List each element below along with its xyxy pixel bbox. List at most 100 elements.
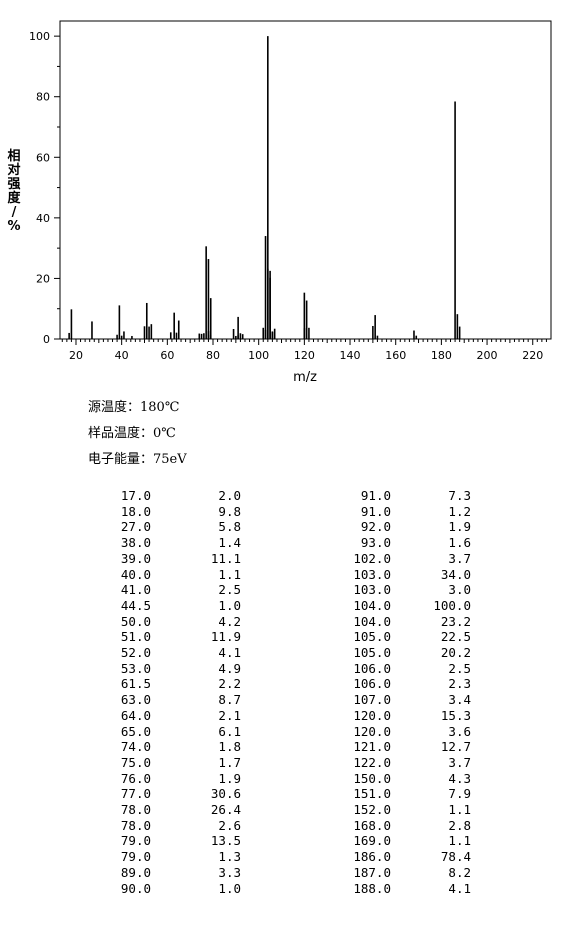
intensity-cell: 1.6: [448, 535, 471, 551]
mz-cell: 50.0: [120, 613, 151, 629]
experimental-conditions: 源温度：180℃ 样品温度：0℃ 电子能量：75eV: [88, 398, 187, 476]
table-row: 53.0 4.9 106.0 2.5: [95, 661, 471, 677]
intensity-cell: 2.1: [218, 707, 241, 723]
mz-cell: 103.0: [353, 566, 391, 582]
mz-cell: 104.0: [353, 613, 391, 629]
source-temperature: 源温度：180℃: [88, 400, 180, 415]
mz-cell: 76.0: [120, 770, 151, 786]
x-tick-label: 160: [385, 349, 406, 362]
x-tick-label: 140: [340, 349, 361, 362]
intensity-cell: 9.8: [218, 503, 241, 519]
y-axis-label-char: 相: [7, 149, 21, 164]
intensity-cell: 1.1: [218, 566, 241, 582]
mz-cell: 51.0: [120, 629, 151, 645]
mz-cell: 120.0: [353, 707, 391, 723]
x-tick-label: 40: [115, 349, 129, 362]
intensity-cell: 1.0: [218, 880, 241, 896]
x-axis-label: m/z: [293, 370, 317, 385]
intensity-cell: 3.6: [448, 723, 471, 739]
mz-cell: 104.0: [353, 597, 391, 613]
mz-cell: 79.0: [120, 849, 151, 865]
intensity-cell: 3.7: [448, 550, 471, 566]
mz-cell: 41.0: [120, 582, 151, 598]
intensity-cell: 4.1: [218, 645, 241, 661]
intensity-cell: 4.1: [448, 880, 471, 896]
table-row: 78.0 2.6 168.0 2.8: [95, 818, 471, 834]
intensity-cell: 1.8: [218, 739, 241, 755]
mz-cell: 79.0: [120, 833, 151, 849]
x-axis-ticks: 20 40 60 80 100 120 140 160 180 200 220: [61, 339, 547, 362]
x-tick-label: 100: [248, 349, 269, 362]
mz-cell: 78.0: [120, 817, 151, 833]
mz-cell: 52.0: [120, 645, 151, 661]
mz-cell: 38.0: [120, 535, 151, 551]
mz-cell: 120.0: [353, 723, 391, 739]
plot-frame: [59, 20, 552, 340]
mz-cell: 187.0: [353, 864, 391, 880]
sample-temperature: 样品温度：0℃: [88, 426, 176, 441]
y-tick-label: 100: [29, 30, 50, 43]
intensity-cell: 1.7: [218, 754, 241, 770]
y-axis-label-char: 强: [7, 177, 21, 192]
table-row: 76.0 1.9 150.0 4.3: [95, 771, 471, 787]
mz-cell: 40.0: [120, 566, 151, 582]
table-row: 39.0 11.1 102.0 3.7: [95, 551, 471, 567]
intensity-cell: 1.0: [218, 597, 241, 613]
peak-bars: [68, 36, 461, 339]
intensity-cell: 11.9: [210, 629, 241, 645]
intensity-cell: 3.0: [448, 582, 471, 598]
x-tick-label: 200: [477, 349, 498, 362]
intensity-cell: 4.3: [448, 770, 471, 786]
mz-cell: 64.0: [120, 707, 151, 723]
y-tick-label: 40: [36, 212, 50, 225]
intensity-cell: 4.9: [218, 660, 241, 676]
intensity-cell: 23.2: [440, 613, 471, 629]
intensity-cell: 12.7: [440, 739, 471, 755]
table-row: 27.0 5.8 92.0 1.9: [95, 519, 471, 535]
mz-cell: 168.0: [353, 817, 391, 833]
y-axis-label: 相对强度 /%: [4, 150, 24, 234]
intensity-cell: 15.3: [440, 707, 471, 723]
y-axis-ticks: 0 20 40 60 80 100: [29, 30, 60, 346]
mz-cell: 169.0: [353, 833, 391, 849]
mz-cell: 17.0: [120, 488, 151, 503]
mz-cell: 106.0: [353, 660, 391, 676]
intensity-cell: 1.4: [218, 535, 241, 551]
mz-cell: 77.0: [120, 786, 151, 802]
mz-cell: 150.0: [353, 770, 391, 786]
mz-cell: 89.0: [120, 864, 151, 880]
intensity-cell: 100.0: [433, 597, 471, 613]
intensity-cell: 20.2: [440, 645, 471, 661]
mz-cell: 102.0: [353, 550, 391, 566]
x-tick-label: 20: [69, 349, 83, 362]
mz-cell: 75.0: [120, 754, 151, 770]
y-axis-label-char: 度: [7, 191, 21, 206]
y-axis-label-char: /: [11, 205, 17, 220]
mz-cell: 18.0: [120, 503, 151, 519]
electron-energy: 电子能量：75eV: [88, 452, 187, 467]
peak-table: 17.0 2.0 91.0 7.3 18.0 9.8 91.0 1.2 27.0 5.8 92.0 1…: [95, 488, 471, 896]
table-row: 40.0 1.1 103.0 34.0: [95, 567, 471, 583]
x-tick-label: 220: [522, 349, 543, 362]
mz-cell: 78.0: [120, 802, 151, 818]
table-row: 52.0 4.1 105.0 20.2: [95, 645, 471, 661]
intensity-cell: 26.4: [210, 802, 241, 818]
y-tick-label: 20: [36, 272, 50, 285]
intensity-cell: 1.3: [218, 849, 241, 865]
mz-cell: 91.0: [360, 503, 391, 519]
y-tick-label: 0: [43, 333, 50, 346]
intensity-cell: 13.5: [210, 833, 241, 849]
table-row: 61.5 2.2 106.0 2.3: [95, 676, 471, 692]
mz-cell: 152.0: [353, 802, 391, 818]
mz-cell: 90.0: [120, 880, 151, 896]
mz-cell: 188.0: [353, 880, 391, 896]
intensity-cell: 5.8: [218, 519, 241, 535]
table-row: 64.0 2.1 120.0 15.3: [95, 708, 471, 724]
mz-cell: 151.0: [353, 786, 391, 802]
intensity-cell: 8.7: [218, 692, 241, 708]
mz-cell: 107.0: [353, 692, 391, 708]
table-row: 74.0 1.8 121.0 12.7: [95, 739, 471, 755]
intensity-cell: 2.5: [218, 582, 241, 598]
table-row: 17.0 2.0 91.0 7.3: [95, 488, 471, 504]
table-row: 89.0 3.3 187.0 8.2: [95, 865, 471, 881]
